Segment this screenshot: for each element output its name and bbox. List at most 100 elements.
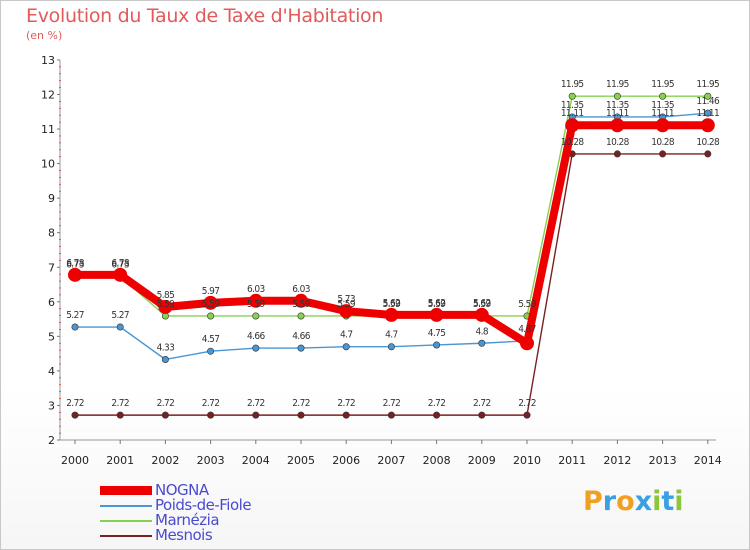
point-mesnois bbox=[433, 411, 441, 419]
series-line-poids-de-fiole bbox=[75, 112, 708, 361]
x-tick-label: 2006 bbox=[332, 454, 360, 467]
proxiti-logo: Proxiti bbox=[583, 486, 684, 517]
data-label-nogna: 11.11 bbox=[606, 108, 629, 119]
data-label-marn-zia: 5.59 bbox=[518, 299, 537, 310]
legend-label: Poids-de-Fiole bbox=[155, 496, 252, 514]
point-marn-zia bbox=[704, 92, 712, 100]
data-label-marn-zia: 11.95 bbox=[606, 79, 629, 90]
y-tick-label: 8 bbox=[48, 227, 55, 240]
x-tick-label: 2000 bbox=[61, 454, 89, 467]
data-label-mesnois: 2.72 bbox=[473, 398, 491, 409]
data-label-marn-zia: 6.73 bbox=[66, 260, 84, 271]
data-label-marn-zia: 5.59 bbox=[292, 299, 311, 310]
data-label-marn-zia: 5.59 bbox=[428, 299, 447, 310]
legend-label: Mesnois bbox=[155, 526, 213, 544]
y-tick-label: 10 bbox=[41, 158, 55, 171]
point-mesnois bbox=[613, 150, 621, 158]
logo-letter: i bbox=[652, 486, 662, 517]
axes: 2 3 4 5 6 7 8 9 10 11 12 13 2000 2001 2002 2003 2004 2005… bbox=[41, 54, 722, 467]
point-nogna bbox=[203, 295, 218, 310]
point-nogna bbox=[474, 307, 489, 322]
series-line-mesnois bbox=[75, 153, 708, 416]
legend-label: NOGNA bbox=[155, 481, 209, 499]
point-poids-de-fiole bbox=[342, 343, 350, 351]
x-tick-label: 2014 bbox=[694, 454, 722, 467]
data-label-mesnois: 2.72 bbox=[518, 398, 536, 409]
data-label-mesnois: 2.72 bbox=[111, 398, 129, 409]
data-label-marn-zia: 5.59 bbox=[383, 299, 402, 310]
y-tick-label: 3 bbox=[48, 399, 55, 412]
x-tick-label: 2008 bbox=[423, 454, 451, 467]
point-nogna bbox=[113, 267, 128, 282]
point-nogna bbox=[429, 307, 444, 322]
point-nogna bbox=[565, 118, 580, 133]
x-tick-label: 2012 bbox=[603, 454, 631, 467]
line-chart: 2 3 4 5 6 7 8 9 10 11 12 13 2000 2001 2002 2003 2004 2005… bbox=[41, 54, 722, 467]
unit-label: (en %) bbox=[26, 29, 63, 42]
data-label-marn-zia: 5.59 bbox=[247, 299, 266, 310]
y-tick-label: 13 bbox=[41, 54, 55, 67]
data-label-mesnois: 2.72 bbox=[292, 398, 310, 409]
data-label-nogna: 5.62 bbox=[428, 298, 446, 309]
data-label-marn-zia: 5.59 bbox=[202, 299, 221, 310]
point-poids-de-fiole bbox=[207, 347, 215, 355]
x-tick-label: 2010 bbox=[513, 454, 541, 467]
legend-swatch bbox=[100, 520, 152, 522]
logo-letter: r bbox=[602, 486, 617, 517]
data-label-poids-de-fiole: 4.75 bbox=[428, 328, 446, 339]
point-nogna bbox=[339, 304, 354, 319]
y-tick-label: 7 bbox=[48, 261, 55, 274]
point-poids-de-fiole bbox=[387, 343, 395, 351]
data-label-poids-de-fiole: 4.8 bbox=[476, 326, 489, 337]
data-label-nogna: 11.11 bbox=[561, 108, 584, 119]
legend-swatch bbox=[100, 486, 152, 495]
data-label-mesnois: 2.72 bbox=[337, 398, 355, 409]
point-mesnois bbox=[342, 411, 350, 419]
series-layer bbox=[68, 92, 715, 419]
data-label-poids-de-fiole: 4.7 bbox=[340, 330, 353, 341]
data-label-mesnois: 10.28 bbox=[561, 137, 585, 148]
data-label-poids-de-fiole: 5.27 bbox=[66, 310, 84, 321]
point-poids-de-fiole bbox=[433, 341, 441, 349]
point-marn-zia bbox=[659, 92, 667, 100]
logo-letter: t bbox=[661, 486, 675, 517]
point-mesnois bbox=[659, 150, 667, 158]
point-mesnois bbox=[116, 411, 124, 419]
data-label-mesnois: 2.72 bbox=[66, 398, 84, 409]
y-tick-label: 12 bbox=[41, 89, 55, 102]
point-nogna bbox=[248, 293, 263, 308]
y-tick-label: 2 bbox=[48, 434, 55, 447]
logo-letter: o bbox=[616, 486, 635, 517]
x-tick-label: 2009 bbox=[468, 454, 496, 467]
point-nogna bbox=[655, 118, 670, 133]
data-label-nogna: 5.85 bbox=[157, 290, 175, 301]
point-marn-zia bbox=[613, 92, 621, 100]
logo-letter: i bbox=[674, 486, 684, 517]
data-label-nogna: 5.97 bbox=[202, 286, 220, 297]
data-label-mesnois: 2.72 bbox=[247, 398, 265, 409]
data-label-mesnois: 10.28 bbox=[696, 137, 720, 148]
data-label-mesnois: 10.28 bbox=[606, 137, 630, 148]
point-mesnois bbox=[704, 150, 712, 158]
point-marn-zia bbox=[297, 312, 305, 320]
legend-label: Marnézia bbox=[155, 511, 220, 529]
data-label-nogna: 6.78 bbox=[111, 258, 130, 269]
point-poids-de-fiole bbox=[252, 344, 260, 352]
x-tick-label: 2007 bbox=[377, 454, 405, 467]
point-mesnois bbox=[478, 411, 486, 419]
data-label-nogna: 6.03 bbox=[247, 284, 265, 295]
point-mesnois bbox=[523, 411, 531, 419]
data-label-marn-zia: 11.95 bbox=[561, 79, 584, 90]
data-label-poids-de-fiole: 4.57 bbox=[202, 334, 220, 345]
y-tick-label: 11 bbox=[41, 123, 55, 136]
data-label-mesnois: 2.72 bbox=[157, 398, 175, 409]
y-tick-label: 6 bbox=[48, 296, 55, 309]
point-poids-de-fiole bbox=[116, 323, 124, 331]
legend-swatch bbox=[100, 535, 152, 537]
data-label-marn-zia: 11.95 bbox=[696, 79, 719, 90]
point-mesnois bbox=[252, 411, 260, 419]
data-label-poids-de-fiole: 4.33 bbox=[157, 342, 175, 353]
point-nogna bbox=[520, 336, 534, 351]
point-poids-de-fiole bbox=[71, 323, 79, 331]
point-poids-de-fiole bbox=[704, 109, 712, 117]
